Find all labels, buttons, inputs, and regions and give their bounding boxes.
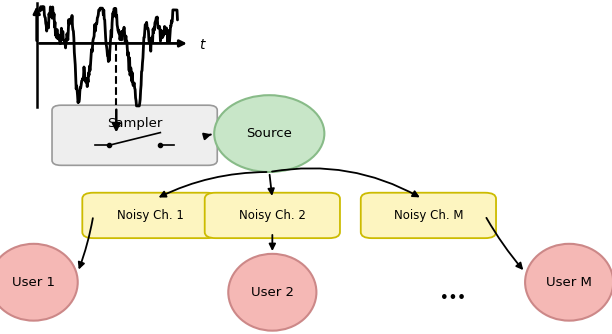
Text: t: t: [199, 38, 204, 52]
Text: Source: Source: [247, 127, 292, 140]
Ellipse shape: [525, 244, 612, 321]
FancyBboxPatch shape: [204, 193, 340, 238]
Text: User 1: User 1: [12, 276, 55, 289]
FancyBboxPatch shape: [82, 193, 218, 238]
Ellipse shape: [0, 244, 78, 321]
Text: Sampler: Sampler: [107, 117, 162, 130]
Ellipse shape: [214, 95, 324, 172]
Text: Noisy Ch. M: Noisy Ch. M: [394, 209, 463, 222]
Text: Noisy Ch. 1: Noisy Ch. 1: [116, 209, 184, 222]
Ellipse shape: [228, 254, 316, 331]
Text: User M: User M: [547, 276, 592, 289]
Text: Noisy Ch. 2: Noisy Ch. 2: [239, 209, 306, 222]
FancyBboxPatch shape: [52, 105, 217, 165]
FancyBboxPatch shape: [360, 193, 496, 238]
Text: User 2: User 2: [251, 286, 294, 299]
Text: ...: ...: [440, 280, 466, 304]
